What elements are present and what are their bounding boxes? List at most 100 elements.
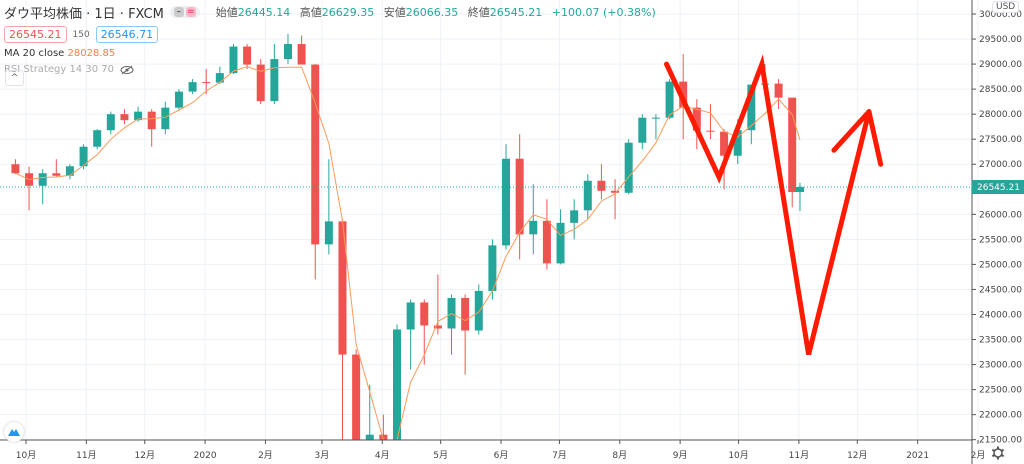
sell-price-button[interactable]: 26545.21: [4, 26, 67, 43]
candle-body: [79, 146, 88, 167]
last-price-badge: [972, 180, 1024, 195]
candle: [243, 44, 252, 70]
time-tick-label: 2021: [906, 451, 929, 461]
candle: [65, 164, 74, 180]
candle: [406, 299, 415, 370]
candle-body: [106, 114, 115, 131]
buy-price-button[interactable]: 26546.71: [95, 26, 159, 43]
candle-body: [338, 221, 347, 355]
candle-body: [570, 210, 579, 223]
candle-body: [747, 84, 756, 131]
candle-body: [147, 111, 156, 130]
low-value: 26066.35: [405, 6, 459, 19]
candle-body: [733, 130, 742, 156]
symbol-title[interactable]: ダウ平均株価 · 1日 · FXCM: [4, 6, 164, 22]
candle: [311, 64, 320, 280]
price-tick-label: 24000.00: [979, 310, 1022, 320]
time-tick-label: 5月: [433, 450, 448, 461]
candle-body: [188, 82, 197, 92]
price-tick-label: 23500.00: [979, 336, 1022, 346]
candle: [795, 182, 804, 211]
candle-body: [665, 81, 674, 118]
candle-body: [774, 83, 783, 98]
ohlc-values: 始値26445.14 高値26629.35 安値26066.35 終値26545…: [216, 4, 662, 20]
candle: [665, 79, 674, 120]
minus-icon[interactable]: –: [173, 7, 184, 17]
candle-body: [311, 64, 320, 245]
eye-off-icon[interactable]: [120, 65, 134, 75]
candle: [488, 239, 497, 300]
tradingview-logo[interactable]: [4, 422, 24, 442]
candle: [338, 219, 347, 440]
candle-body: [433, 325, 442, 329]
annotation-arrowhead: [831, 109, 872, 153]
candle: [352, 349, 361, 440]
chart-legend: ダウ平均株価 · 1日 · FXCM – = 始値26445.14 高値26629…: [4, 2, 662, 75]
candle-body: [11, 164, 20, 174]
ma-legend[interactable]: MA 20 close 28028.85: [4, 48, 662, 59]
candle-body: [365, 434, 374, 440]
ma-value: 28028.85: [67, 48, 116, 59]
chevron-up-icon[interactable]: ^: [5, 70, 24, 86]
candle-body: [379, 434, 388, 440]
candle-body: [597, 180, 606, 191]
time-tick-label: 9月: [673, 450, 688, 461]
candle-body: [65, 166, 74, 176]
gear-icon[interactable]: [991, 446, 1005, 460]
candle-body: [38, 173, 47, 186]
time-tick-label: 12月: [847, 450, 867, 461]
price-tick-label: 22500.00: [979, 386, 1022, 396]
candle: [202, 69, 211, 95]
candle-body: [174, 91, 183, 108]
candle: [324, 159, 333, 255]
candle-body: [297, 44, 306, 65]
price-tick-label: 27500.00: [979, 135, 1022, 145]
candle: [297, 35, 306, 65]
candle-body: [406, 302, 415, 330]
candle-body: [202, 82, 211, 84]
time-tick-label: 10月: [16, 450, 36, 461]
time-tick-label: 2月: [258, 450, 273, 461]
ma-label: MA 20 close: [4, 48, 65, 59]
currency-label[interactable]: USD: [992, 1, 1020, 13]
candle-body: [352, 354, 361, 440]
candle-body: [720, 131, 729, 156]
candle: [583, 174, 592, 220]
candle: [52, 159, 61, 177]
candle-body: [134, 111, 143, 121]
candle-body: [120, 114, 129, 121]
candle-body: [283, 44, 292, 60]
ma-line: [15, 66, 801, 441]
chart-mode-toggle[interactable]: – =: [169, 6, 200, 18]
candle: [215, 66, 224, 85]
price-tick-label: 27000.00: [979, 160, 1022, 170]
gear-tooth: [1000, 448, 1005, 452]
candle-body: [638, 117, 647, 143]
gear-ring: [993, 448, 1003, 458]
equals-icon[interactable]: =: [185, 7, 196, 17]
price-tick-label: 25500.00: [979, 235, 1022, 245]
candle: [161, 101, 170, 135]
candle-body: [461, 297, 470, 331]
candle: [502, 144, 511, 250]
time-tick-label: 2020: [194, 451, 217, 461]
change-value: +100.07 (+0.38%): [551, 6, 656, 19]
time-tick-label: 3月: [315, 450, 330, 461]
plot-area: [11, 34, 804, 441]
price-tick-label: 29500.00: [979, 35, 1022, 45]
rsi-legend[interactable]: RSI Strategy 14 30 70: [4, 64, 662, 75]
candle-body: [502, 158, 511, 246]
candle: [433, 274, 442, 335]
candle-body: [556, 222, 565, 264]
time-tick-label: 4月: [375, 450, 390, 461]
time-tick-label: 6月: [494, 450, 509, 461]
spread: 150: [72, 29, 90, 40]
candle: [447, 294, 456, 355]
candle: [570, 199, 579, 240]
candle: [529, 184, 538, 255]
price-tick-label: 21500.00: [979, 436, 1022, 446]
candle-body: [788, 97, 797, 193]
candle-body: [515, 158, 524, 235]
gear-tooth: [1000, 454, 1005, 458]
